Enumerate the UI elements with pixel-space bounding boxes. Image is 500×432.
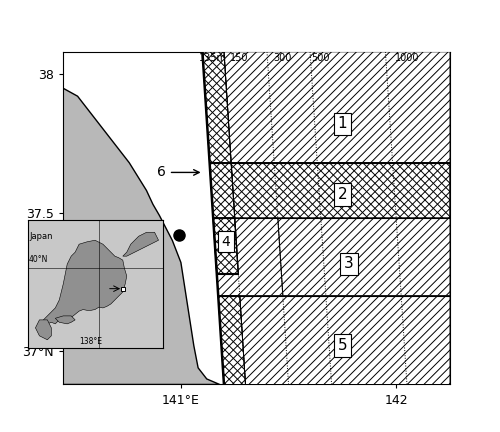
- Text: 6: 6: [157, 165, 199, 179]
- Polygon shape: [56, 316, 75, 324]
- Text: 3: 3: [344, 257, 354, 271]
- Text: 40°N: 40°N: [29, 255, 48, 264]
- Text: 1000: 1000: [394, 53, 419, 63]
- Text: Japan: Japan: [29, 232, 52, 241]
- Text: 500: 500: [312, 53, 330, 63]
- Text: 2: 2: [338, 187, 347, 202]
- Polygon shape: [213, 218, 283, 296]
- Text: 150: 150: [230, 53, 248, 63]
- Polygon shape: [224, 52, 450, 163]
- Polygon shape: [36, 320, 52, 340]
- Polygon shape: [240, 296, 450, 384]
- Text: 138°E: 138°E: [80, 337, 102, 346]
- Text: 4: 4: [222, 235, 230, 249]
- Polygon shape: [123, 232, 158, 256]
- Polygon shape: [210, 163, 234, 218]
- Polygon shape: [218, 296, 246, 384]
- Polygon shape: [62, 52, 220, 384]
- Polygon shape: [202, 52, 231, 163]
- Text: 5: 5: [338, 338, 347, 353]
- Polygon shape: [231, 163, 450, 218]
- Polygon shape: [44, 240, 127, 324]
- Text: 135m: 135m: [199, 53, 227, 63]
- Text: 300: 300: [273, 53, 291, 63]
- Polygon shape: [278, 218, 450, 296]
- Text: 1: 1: [338, 116, 347, 131]
- Polygon shape: [213, 218, 238, 273]
